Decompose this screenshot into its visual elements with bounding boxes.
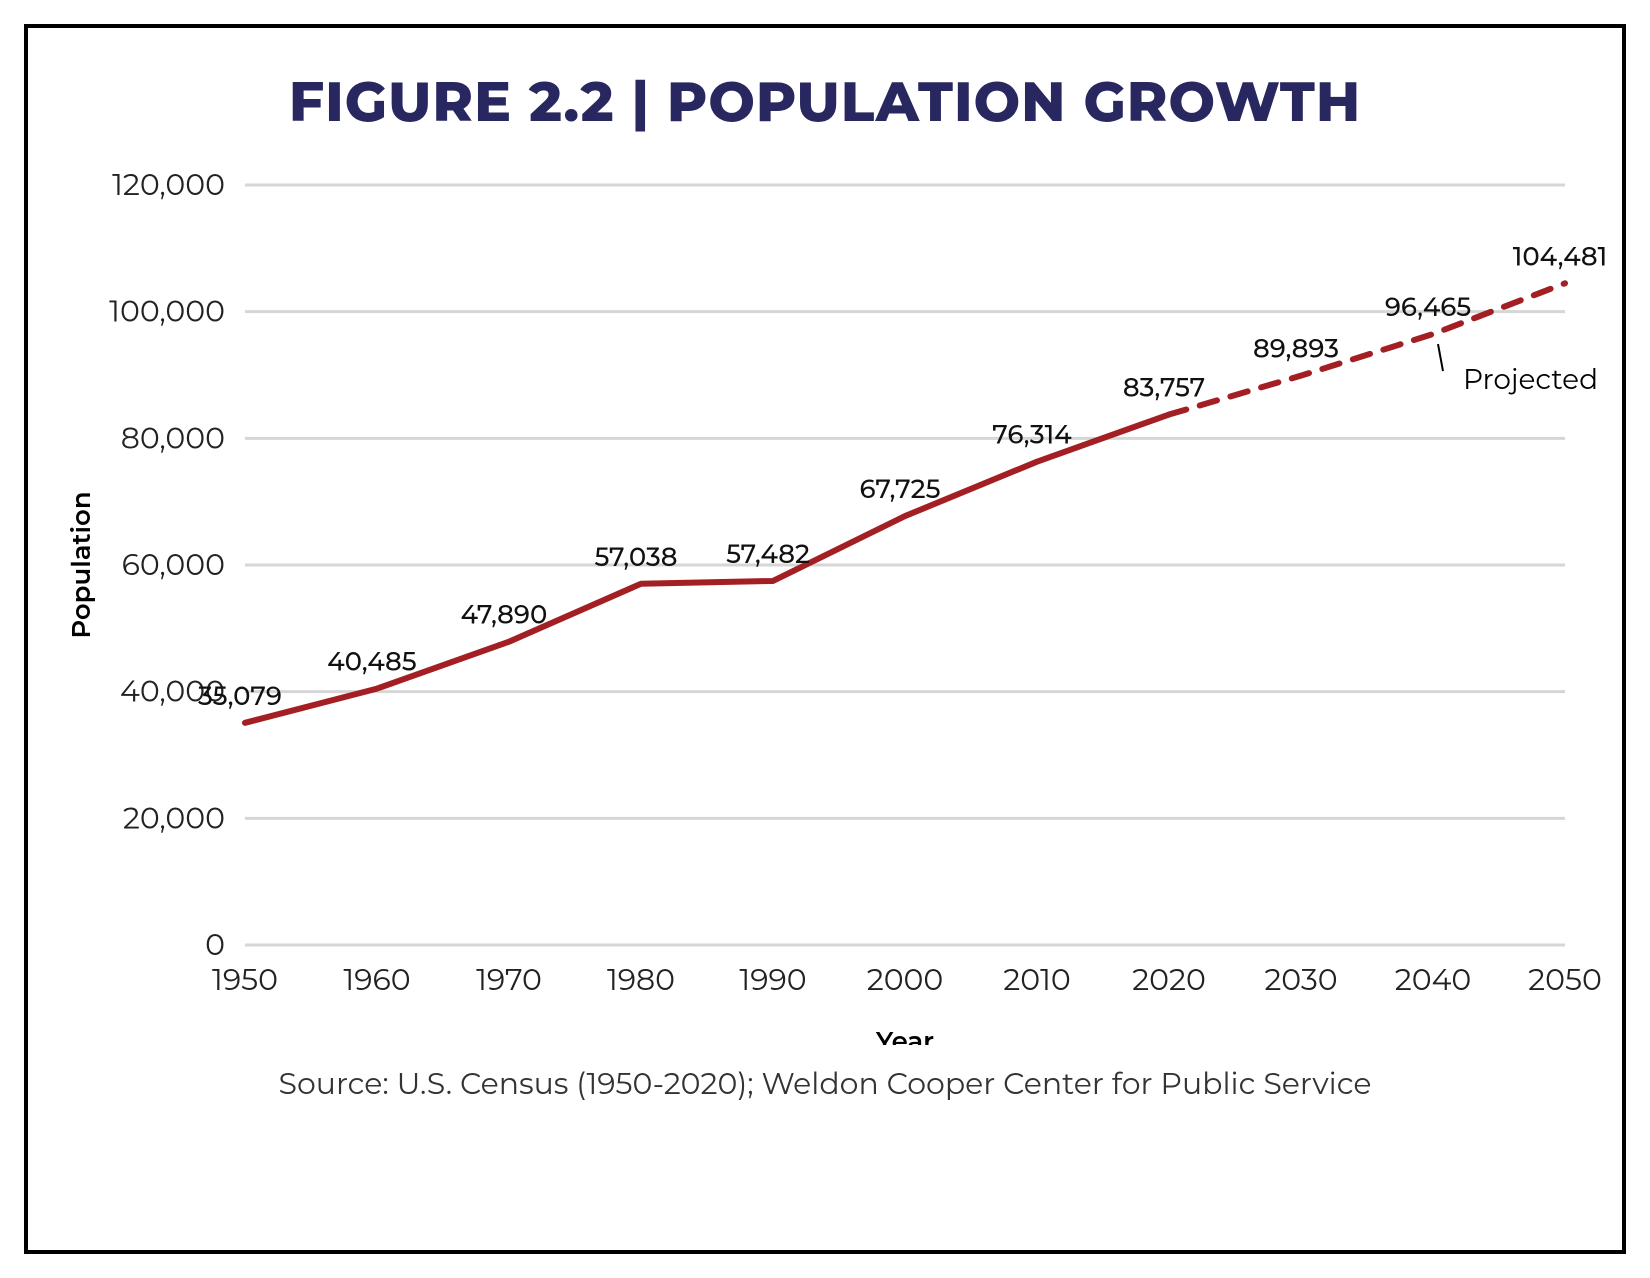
x-tick-label: 2040 <box>1395 961 1472 998</box>
data-label: 76,314 <box>992 419 1072 451</box>
x-tick-label: 1970 <box>476 961 542 998</box>
y-tick-label: 0 <box>205 926 225 963</box>
x-tick-label: 2020 <box>1132 961 1206 998</box>
data-label: 57,482 <box>726 538 810 570</box>
x-tick-label: 1960 <box>343 961 410 998</box>
projected-annotation: Projected <box>1463 363 1598 397</box>
x-tick-label: 1980 <box>607 961 675 998</box>
x-tick-label: 1990 <box>739 961 806 998</box>
figure-title: FIGURE 2.2 | POPULATION GROWTH <box>28 68 1622 135</box>
data-label: 104,481 <box>1513 240 1605 272</box>
x-tick-label: 2010 <box>1003 961 1071 998</box>
y-tick-label: 120,000 <box>112 166 225 203</box>
data-label: 47,890 <box>461 599 548 631</box>
data-label: 35,079 <box>198 680 282 712</box>
y-tick-label: 60,000 <box>122 546 225 583</box>
x-tick-label: 2000 <box>867 961 944 998</box>
y-tick-label: 20,000 <box>123 799 225 836</box>
figure-frame: FIGURE 2.2 | POPULATION GROWTH 0 20,000 40… <box>24 24 1626 1254</box>
data-label: 96,465 <box>1385 291 1471 323</box>
x-axis-label: Year <box>875 1025 934 1045</box>
y-tick-label: 100,000 <box>109 293 225 330</box>
annotation-connector <box>1438 344 1443 371</box>
data-label: 67,725 <box>859 473 940 505</box>
x-tick-label: 2030 <box>1264 961 1337 998</box>
x-tick-label: 2050 <box>1528 961 1602 998</box>
x-tick-label: 1950 <box>212 961 278 998</box>
y-axis-label: Population <box>65 491 97 638</box>
data-label: 57,038 <box>594 541 677 573</box>
population-line-chart: 020,00040,00060,00080,000100,000120,0001… <box>45 145 1605 1045</box>
data-label: 83,757 <box>1123 372 1205 404</box>
y-tick-label: 80,000 <box>121 419 225 456</box>
figure-source: Source: U.S. Census (1950-2020); Weldon … <box>28 1065 1622 1102</box>
data-label: 40,485 <box>327 646 416 678</box>
data-label: 89,893 <box>1253 333 1339 365</box>
